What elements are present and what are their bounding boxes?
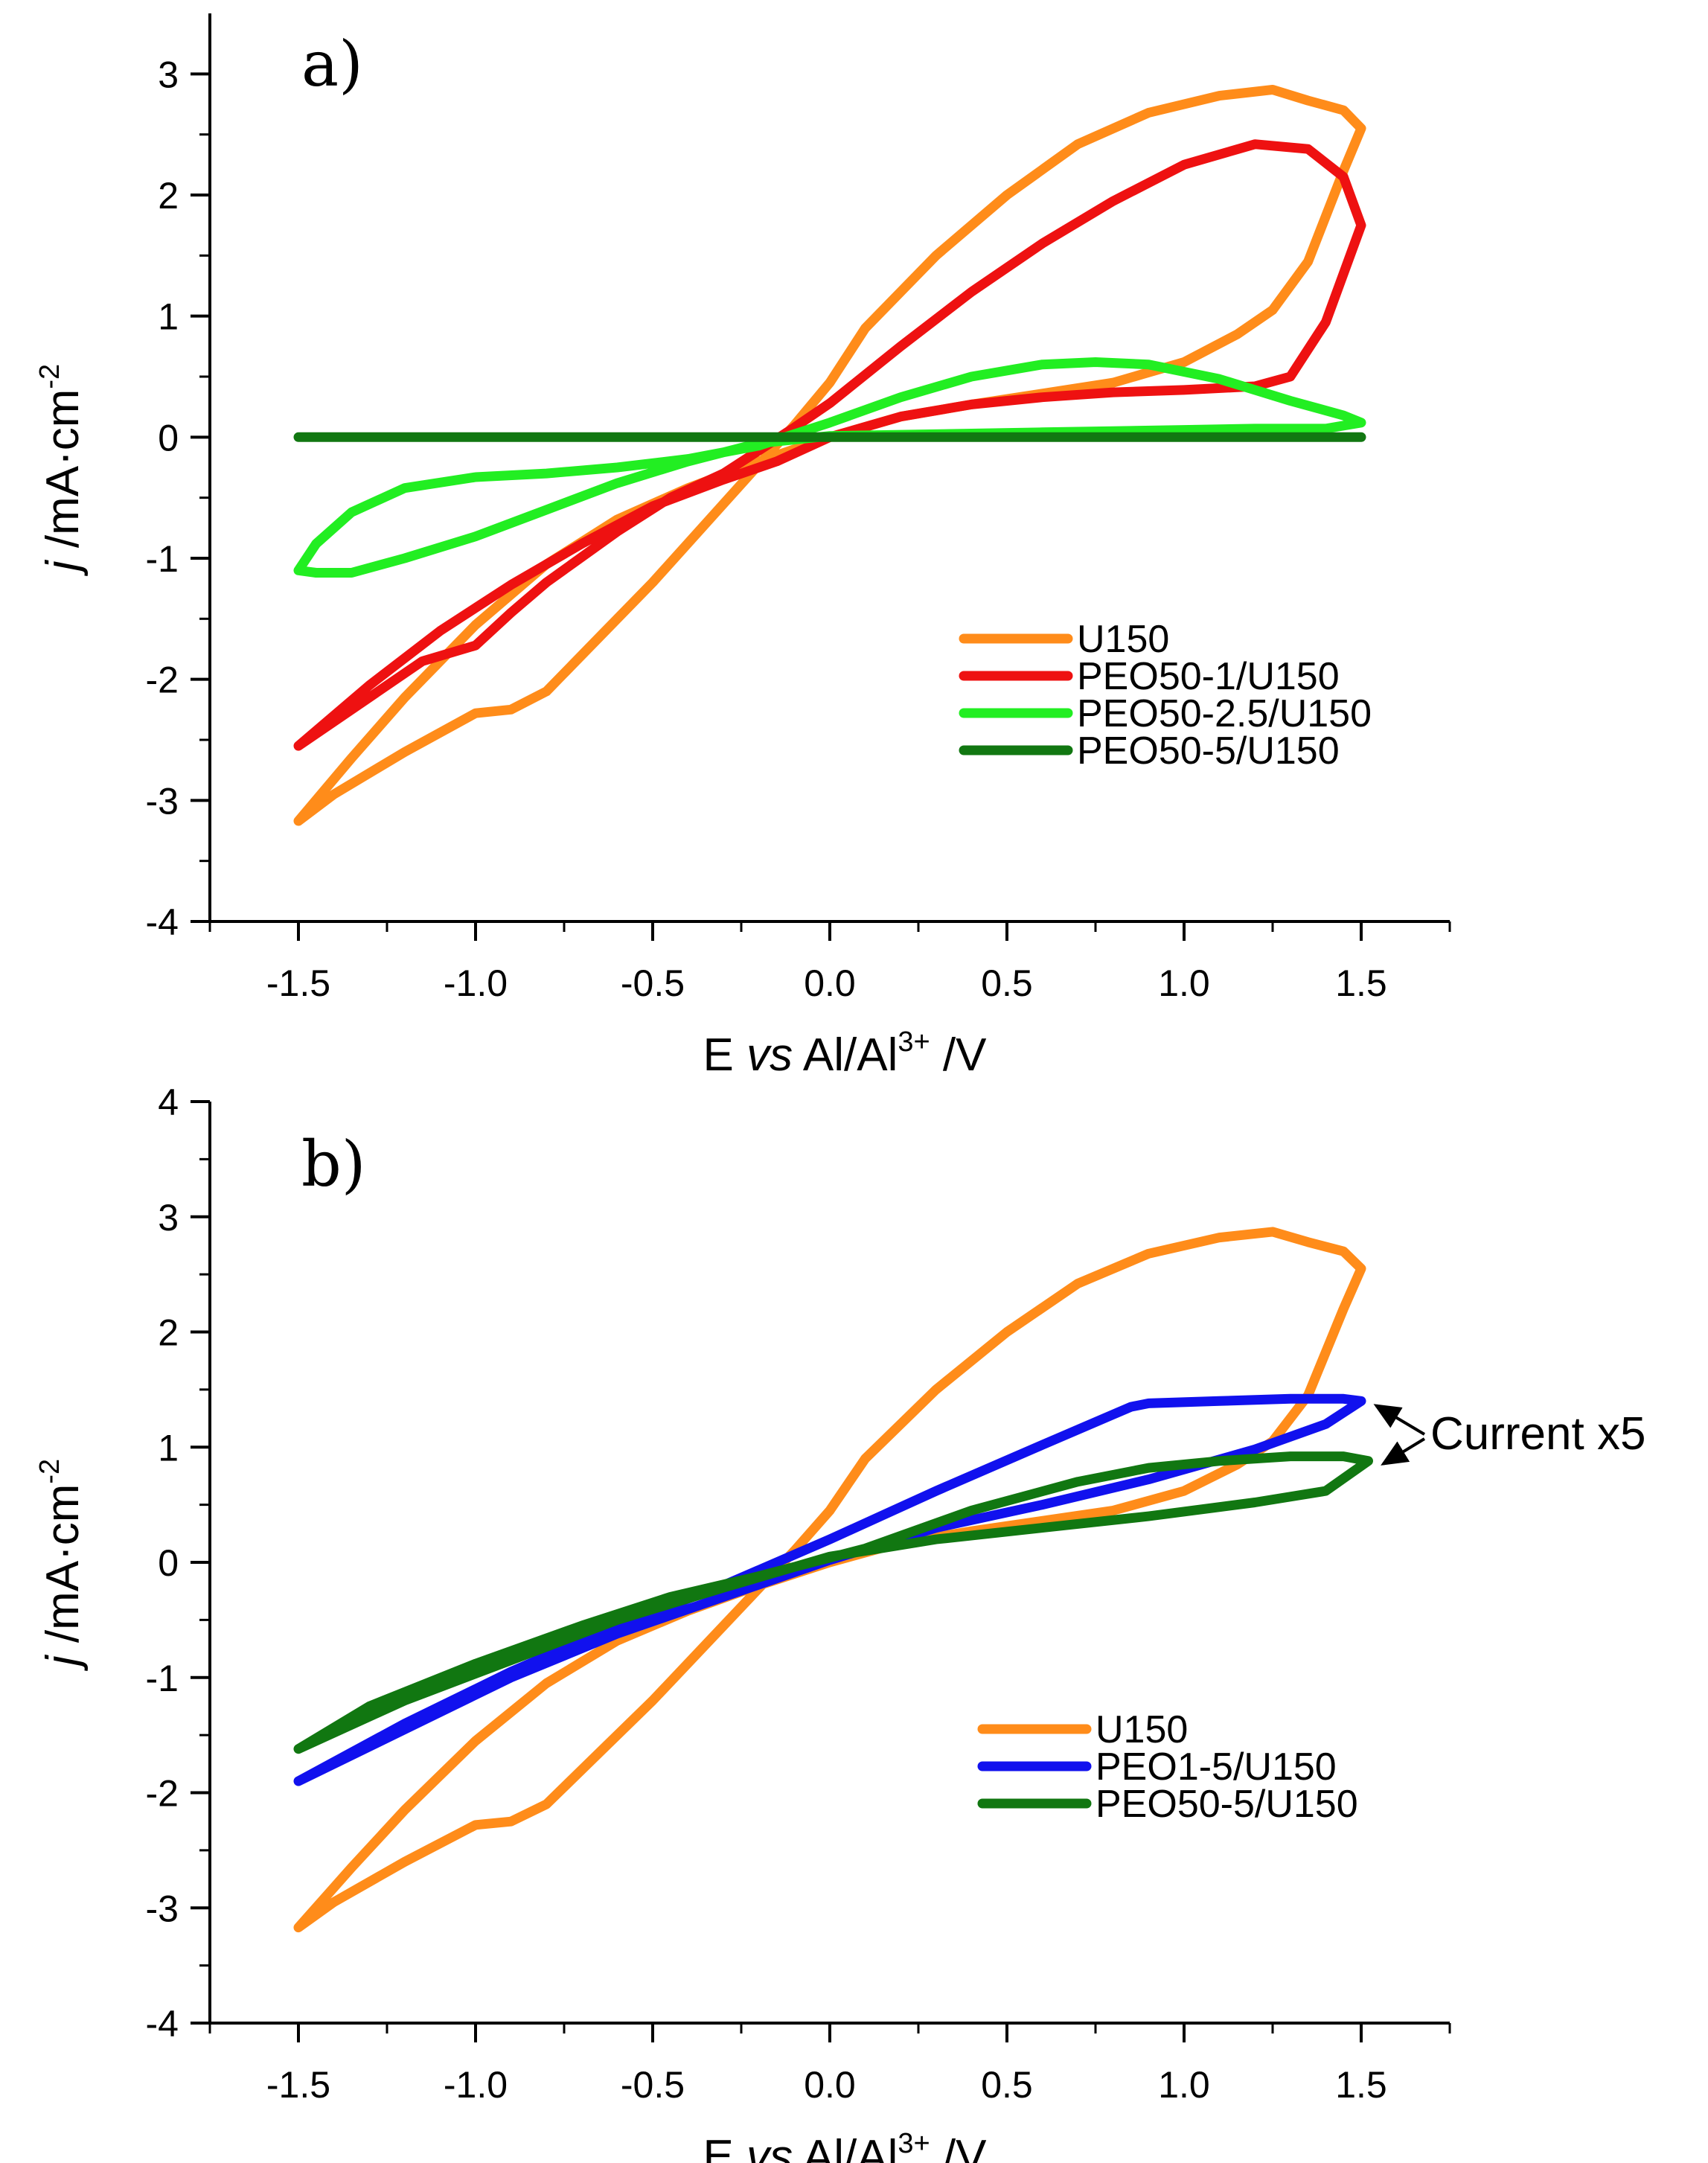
legend-label: PEO50-5/U150 [1096, 1783, 1358, 1826]
series-line-peo50-2-5-u150 [293, 357, 1366, 578]
y-tick-label: 3 [158, 54, 179, 95]
panel-b: -1.5 -1.0 -0.5 0.0 0.5 1.0 1.5 -4 -3 -2 -1 0 1 2 3 4 E v… [34, 1082, 1645, 2163]
x-tick-label: 1.5 [1335, 2064, 1387, 2106]
y-tick-label: 0 [158, 417, 179, 459]
x-axis-title: E vs Al/Al3+ /V [703, 2128, 987, 2163]
y-axis-title-text: /mA·cm [37, 389, 89, 561]
legend-label: PEO50-1/U150 [1077, 655, 1340, 698]
legend-label: PEO1-5/U150 [1096, 1745, 1337, 1789]
annotation-arrow [1381, 1437, 1426, 1466]
x-tick-label: 0.0 [804, 962, 856, 1004]
legend-label: U150 [1077, 618, 1169, 661]
x-tick-label: 1.0 [1158, 2064, 1210, 2106]
y-tick-label: -3 [146, 780, 179, 822]
y-tick-label: -4 [146, 2003, 179, 2045]
x-tick-label: 1.0 [1158, 962, 1210, 1004]
x-axis-title: E vs Al/Al3+ /V [703, 1026, 987, 1081]
y-axis-title-italic: j [37, 559, 89, 576]
x-tick-label: -1.0 [444, 2064, 508, 2106]
y-tick-label: -3 [146, 1888, 179, 1929]
y-axis-title-sup: -2 [34, 364, 65, 389]
x-axis-title-italic: vs [746, 1029, 793, 1081]
y-axis-title: j /mA·cm-2 [34, 1459, 89, 1671]
x-axis-title-italic: vs [746, 2131, 793, 2163]
panel-label: a) [301, 28, 363, 100]
x-tick-label: -1.5 [266, 962, 330, 1004]
series-line-peo50-5-u150 [293, 1451, 1373, 1754]
y-tick-label: -2 [146, 1773, 179, 1815]
legend-label: PEO50-5/U150 [1077, 729, 1340, 773]
y-tick-label: 3 [158, 1197, 179, 1239]
x-axis-title-mid: Al/Al [793, 1029, 898, 1081]
x-axis-title-sup: 3+ [898, 1026, 930, 1058]
y-axis-title-italic: j [37, 1654, 89, 1671]
y-tick-label: 1 [158, 1427, 179, 1469]
annotation-text: Current x5 [1430, 1408, 1645, 1460]
y-axis-title: j /mA·cm-2 [34, 364, 89, 576]
x-tick-label: -0.5 [621, 2064, 685, 2106]
y-tick-label: 1 [158, 296, 179, 338]
x-tick-label: -0.5 [621, 962, 685, 1004]
x-axis-title-mid: Al/Al [793, 2131, 898, 2163]
y-tick-label: -2 [146, 659, 179, 701]
legend-label: PEO50-2.5/U150 [1077, 692, 1372, 735]
y-tick-label: 2 [158, 1312, 179, 1354]
x-axis-title-sup: 3+ [898, 2128, 930, 2159]
x-tick-label: -1.0 [444, 962, 508, 1004]
x-axis-title-suffix: /V [930, 2131, 987, 2163]
legend-label: U150 [1096, 1708, 1188, 1751]
x-tick-label: 1.5 [1335, 962, 1387, 1004]
y-axis-title-sup: -2 [34, 1459, 65, 1484]
x-tick-label: -1.5 [266, 2064, 330, 2106]
y-tick-label: 4 [158, 1082, 179, 1123]
series-line-peo50-1-u150 [293, 139, 1366, 751]
y-tick-label: 0 [158, 1542, 179, 1584]
x-axis-title-suffix: /V [930, 1029, 987, 1081]
annotation-arrow [1373, 1404, 1426, 1436]
x-tick-label: 0.0 [804, 2064, 856, 2106]
series-line-peo1-5-u150 [293, 1393, 1366, 1786]
x-axis-title-prefix: E [703, 2131, 746, 2163]
y-tick-label: -1 [146, 1658, 179, 1699]
x-tick-label: 0.5 [981, 2064, 1033, 2106]
y-tick-label: -4 [146, 901, 179, 943]
panel-label: b) [301, 1128, 366, 1201]
x-axis-title-prefix: E [703, 1029, 746, 1081]
y-tick-label: 2 [158, 175, 179, 217]
y-tick-label: -1 [146, 538, 179, 580]
panel-a: -1.5 -1.0 -0.5 0.0 0.5 1.0 1.5 -4 -3 -2 -1 0 1 2 3 E vs… [34, 13, 1451, 1081]
x-tick-label: 0.5 [981, 962, 1033, 1004]
y-axis-title-text: /mA·cm [37, 1484, 89, 1656]
